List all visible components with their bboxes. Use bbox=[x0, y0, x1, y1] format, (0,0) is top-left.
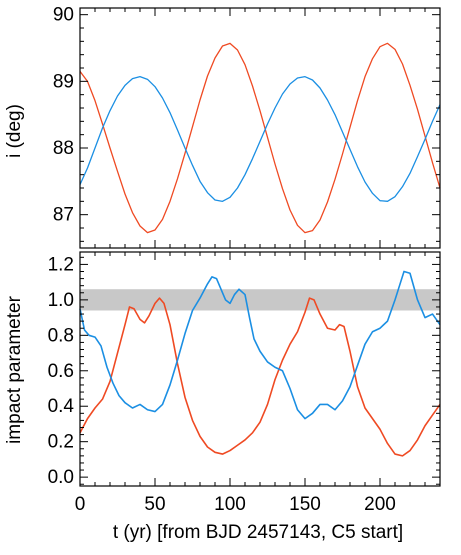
inclination-series-red bbox=[79, 42, 441, 234]
inclination-series-blue bbox=[79, 76, 441, 202]
impact-y-tick-label: 0.0 bbox=[48, 467, 74, 488]
inclination-y-tick-label: 87 bbox=[53, 205, 74, 226]
impact-x-tick-label: 200 bbox=[364, 494, 396, 515]
inclination-panel: 87 88 89 90 bbox=[53, 5, 441, 249]
impact-x-tick-label: 150 bbox=[289, 494, 321, 515]
impact-y-tick-label: 1.2 bbox=[48, 254, 74, 275]
impact-y-tick-label: 0.2 bbox=[48, 432, 74, 453]
impact-y-axis-label: impact parameter bbox=[4, 295, 25, 444]
impact-series-blue bbox=[79, 270, 441, 420]
impact-x-tick-label: 100 bbox=[214, 494, 246, 515]
inclination-y-tick-label: 90 bbox=[53, 5, 74, 26]
time-x-axis-label: t (yr) [from BJD 2457143, C5 start] bbox=[113, 522, 403, 543]
impact-y-tick-label: 0.6 bbox=[48, 361, 74, 382]
impact-y-tick-label: 1.0 bbox=[48, 290, 74, 311]
impact-x-tick-label: 50 bbox=[144, 494, 165, 515]
inclination-y-tick-label: 89 bbox=[53, 71, 74, 92]
impact-y-tick-label: 0.8 bbox=[48, 325, 74, 346]
impact-y-tick-label: 0.4 bbox=[48, 396, 75, 417]
impact-plot-frame bbox=[79, 251, 441, 487]
inclination-y-axis-label: i (deg) bbox=[4, 104, 25, 158]
impact-parameter-panel: 0.0 0.2 0.4 0.6 0.8 1.0 1.2 0 50 100 150 200 bbox=[48, 251, 441, 515]
impact-shaded-band bbox=[80, 289, 440, 311]
impact-series-red bbox=[79, 297, 441, 457]
inclination-y-tick-label: 88 bbox=[53, 138, 74, 159]
impact-x-tick-label: 0 bbox=[75, 494, 86, 515]
